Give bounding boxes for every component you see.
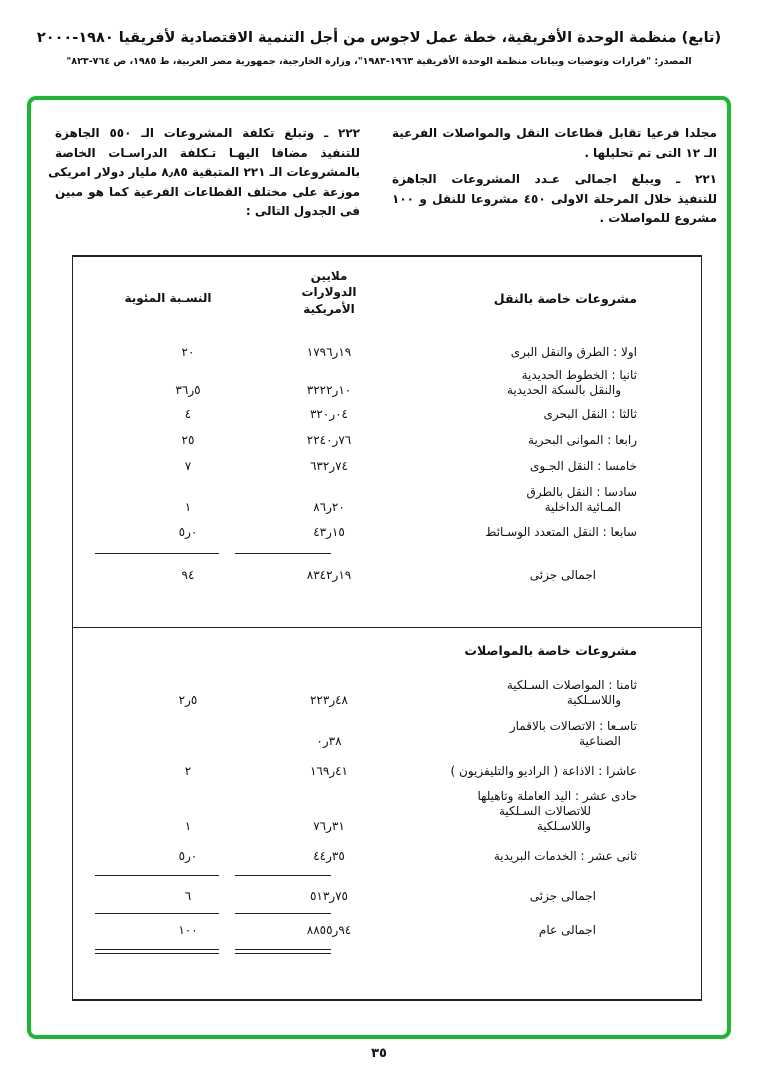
row-value: ١٦٩ر٤١ <box>309 764 349 778</box>
subtotal-label: اجمالى جزئى <box>529 568 596 582</box>
row-percent: ١ <box>184 819 192 833</box>
subtotal-rule-percent <box>95 875 219 876</box>
subtotal-percent: ٦ <box>184 889 192 903</box>
row-label: ثانيا : الخطوط الحديدية <box>521 368 637 382</box>
subtotal-rule-value <box>235 875 331 876</box>
row-value: ١٧٩٦ر١٩ <box>306 345 352 359</box>
subtotal-value: ٥١٣ر٧٥ <box>309 889 349 903</box>
subtotal-rule-value <box>235 553 331 554</box>
subtotal-label: اجمالى جزئى <box>529 889 596 903</box>
subtotal-value: ٨٣٤٢ر١٩ <box>306 568 352 582</box>
row-label: سابعا : النقل المتعدد الوسـائط <box>485 525 637 539</box>
row-label: خامسا : النقل الجـوى <box>530 459 637 473</box>
row-percent: ٢ر٥ <box>178 693 198 707</box>
row-label: واللاسـلكية <box>536 819 591 833</box>
row-label: اولا : الطرق والنقل البرى <box>510 345 637 359</box>
grand-total-value: ٨٨٥٥ر٩٤ <box>306 923 352 937</box>
row-value: ٢٢٣ر٤٨ <box>309 693 349 707</box>
row-label: الصناعية <box>579 734 621 748</box>
row-value: ٤٣ر١٥ <box>313 525 345 539</box>
row-value: ٣٢٠ر٠٤ <box>309 407 349 421</box>
row-label: ثامنا : المواصلات السـلكية <box>506 678 637 692</box>
text-line: بالمشروعات الـ ٢٢١ المتبقية ٨٫٨٥ مليار د… <box>48 165 360 179</box>
row-percent: ١ <box>184 500 192 514</box>
row-percent: ٢٠ <box>181 345 195 359</box>
text-line: ٢٢٢ ـ وتبلغ تكلفة المشروعات الـ ٥٥٠ الجا… <box>55 126 360 140</box>
row-label: سادسا : النقل بالطرق <box>526 485 637 499</box>
row-value: ٣٢٢٢ر١٠ <box>306 383 352 397</box>
row-value: ٦٣٢ر٧٤ <box>309 459 349 473</box>
text-line: فى الجدول التالى : <box>245 204 360 218</box>
subtotal-rule-percent <box>95 553 219 554</box>
row-value: ٨٦ر٢٠ <box>313 500 345 514</box>
row-value: ٢٢٤٠ر٧٦ <box>306 433 352 447</box>
row-label: واللاسـلكية <box>566 693 621 707</box>
text-line: الـ ١٢ التى تم تحليلها . <box>584 145 717 160</box>
row-value: ٤٤ر٣٥ <box>313 849 345 863</box>
text-line: للتنفيذ خلال المرحلة الاولى ٤٥٠ مشروعا ل… <box>392 191 717 206</box>
header-value-line2: الدولارات <box>301 285 357 299</box>
cost-table: مشروعات خاصة بالنقل ملايين الدولارات الأمري… <box>72 255 702 1001</box>
page-title: (تابع) منظمة الوحدة الأفريقية، خطة عمل ل… <box>36 30 722 46</box>
text-line: موزعة على مختلف القطاعات الفرعية كما هو … <box>55 184 360 199</box>
header-percent: النسـبة المئوية <box>124 291 212 305</box>
row-label: للاتصالات السـلكية <box>498 804 591 818</box>
row-label: والنقل بالسكة الحديدية <box>506 383 621 397</box>
text-line: مجلدا فرعيا تقابل قطاعات النقل والمواصلا… <box>392 126 717 140</box>
section-divider <box>73 627 701 628</box>
row-label: رابعا : الموانى البحرية <box>528 433 637 447</box>
page-number: ٣٥ <box>371 1046 387 1061</box>
row-percent: ٢ <box>184 764 192 778</box>
row-percent: ٥ر٠ <box>178 525 198 539</box>
grand-total-double-rule-percent <box>95 949 219 954</box>
paragraph-right-column: مجلدا فرعيا تقابل قطاعات النقل والمواصلا… <box>392 124 717 229</box>
row-label: المـائية الداخلية <box>544 500 621 514</box>
row-label: حادى عشر : اليد العاملة وتاهيلها <box>477 789 638 803</box>
header-transport-section: مشروعات خاصة بالنقل <box>493 291 637 306</box>
row-percent: ٢٥ <box>181 433 195 447</box>
row-label: عاشرا : الاذاعة ( الراديو والتليفزيون ) <box>450 764 637 778</box>
row-value: ٠ر٣٨ <box>316 734 342 748</box>
subtotal-percent: ٩٤ <box>181 568 195 582</box>
row-percent: ٥ر٠ <box>178 849 198 863</box>
source-citation: المصدر: "قرارات وتوصيات وبيانات منظمة ال… <box>66 56 692 67</box>
text-line: ٢٢١ ـ ويبلغ اجمالى عـدد المشروعات الجاهز… <box>392 172 717 186</box>
grand-total-double-rule-value <box>235 949 331 954</box>
row-label: تاسـعا : الاتصالات بالاقمار <box>509 719 637 733</box>
total-rule-percent <box>95 913 219 914</box>
highlight-frame <box>27 96 731 1039</box>
text-line: مشروع للمواصلات . <box>599 211 717 225</box>
row-label: ثالثا : النقل البحرى <box>543 407 637 421</box>
row-value: ٧٦ر٣١ <box>313 819 345 833</box>
header-comms-section: مشروعات خاصة بالمواصلات <box>464 643 637 658</box>
text-line: للتنفيذ مضافا اليهـا تـكلفة الدراسـات ال… <box>55 145 360 160</box>
grand-total-label: اجمالى عام <box>538 923 596 937</box>
total-rule-value <box>235 913 331 914</box>
row-percent: ٤ <box>184 407 192 421</box>
row-percent: ٧ <box>184 459 192 473</box>
paragraph-left-column: ٢٢٢ ـ وتبلغ تكلفة المشروعات الـ ٥٥٠ الجا… <box>48 124 360 222</box>
header-value-line3: الأمريكية <box>303 302 355 316</box>
header-value-line1: ملايين <box>310 269 348 283</box>
row-percent: ٣٦ر٥ <box>175 383 201 397</box>
grand-total-percent: ١٠٠ <box>178 923 198 937</box>
row-label: ثانى عشر : الخدمات البريدية <box>493 849 637 863</box>
